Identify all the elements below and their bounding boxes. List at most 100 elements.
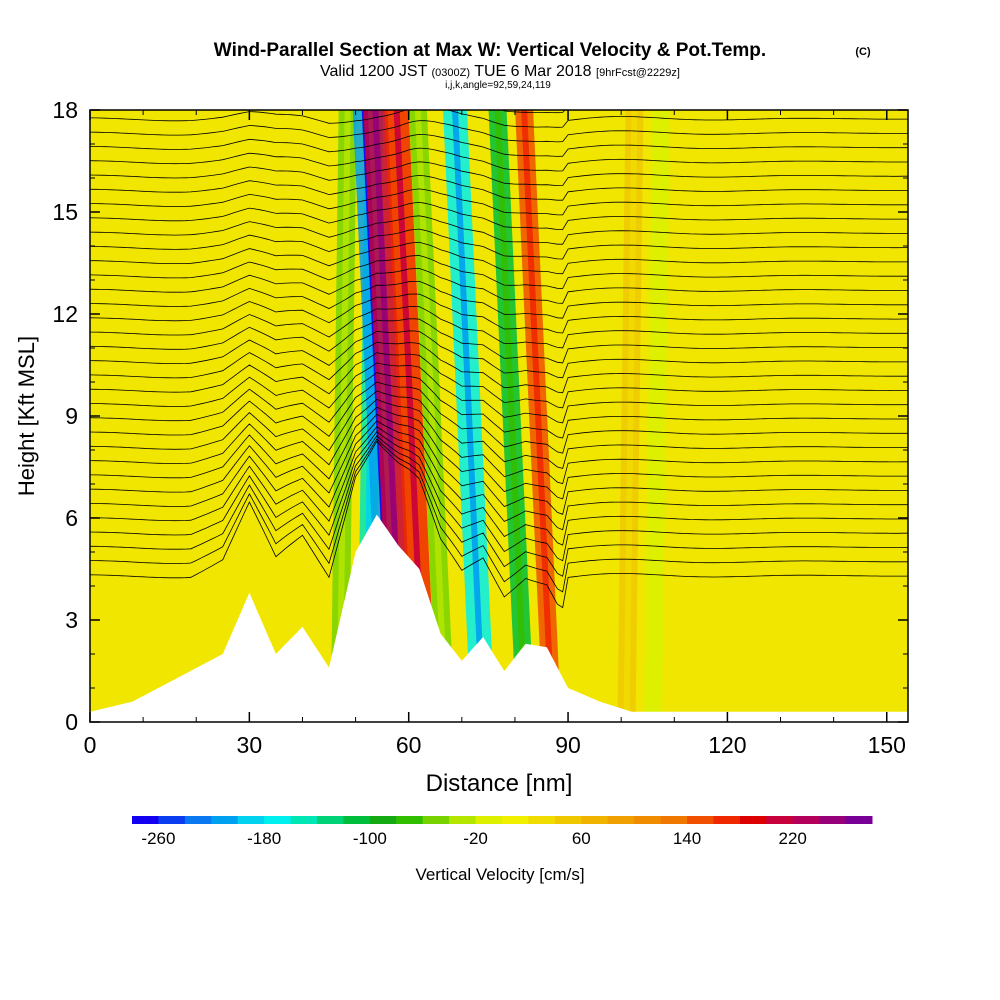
colorbar-swatch: [422, 816, 450, 824]
y-tick-label: 3: [65, 607, 78, 633]
colorbar-swatch: [290, 816, 318, 824]
isentrope-line: [90, 362, 908, 424]
chart-subtitle: Valid 1200 JST (0300Z) TUE 6 Mar 2018 [9…: [320, 63, 680, 80]
subtitle-fcst: [9hrFcst@2229z]: [596, 67, 680, 79]
colorbar-swatch: [581, 816, 609, 824]
x-tick-label: 30: [237, 732, 263, 758]
isentrope-line: [90, 110, 908, 128]
subtitle-utc: (0300Z): [432, 67, 471, 79]
isentrope-line: [90, 241, 908, 275]
velocity-band-core: [623, 110, 638, 722]
plot-area: [90, 110, 908, 722]
isentrope-line: [90, 435, 908, 577]
isentrope-line: [90, 431, 908, 562]
colorbar-swatch: [739, 816, 767, 824]
velocity-band-core: [650, 110, 665, 722]
x-axis-label: Distance [nm]: [426, 770, 573, 797]
y-tick-label: 6: [65, 505, 78, 531]
isentrope-line: [90, 215, 908, 245]
y-tick-label: 9: [65, 403, 78, 429]
colorbar-swatch: [554, 816, 582, 824]
isentrope-line: [90, 306, 908, 349]
colorbar-swatch: [607, 816, 635, 824]
isentrope-line: [90, 406, 908, 500]
isentrope-line: [90, 330, 908, 379]
colorbar-tick-label: -20: [463, 829, 488, 848]
isentrope-line: [90, 318, 908, 364]
chart-subtitle-2: i,j,k,angle=92,59,24,119: [445, 80, 551, 91]
isentrope-line: [90, 440, 908, 609]
isentrope-line: [90, 372, 908, 439]
colorbar-swatch: [687, 816, 714, 824]
y-tick-label: 15: [52, 199, 78, 225]
subtitle-date: TUE 6 Mar 2018: [474, 63, 591, 80]
colorbar-swatch: [475, 816, 503, 824]
isentrope-line: [90, 438, 908, 593]
isentrope-line: [90, 398, 908, 485]
colorbar-tick-label: -100: [353, 829, 387, 848]
colorbar-swatch: [343, 816, 371, 824]
isentrope-line: [90, 161, 908, 187]
velocity-band-core: [521, 110, 556, 722]
isentrope-line: [90, 174, 908, 201]
isentrope-line: [90, 281, 908, 319]
colorbar-swatch: [845, 816, 873, 824]
colorbar-label: Vertical Velocity [cm/s]: [415, 865, 584, 884]
isentrope-line: [90, 293, 908, 334]
colorbar-swatch: [369, 816, 397, 824]
isentrope-line: [90, 352, 908, 409]
colorbar-swatch: [792, 816, 820, 824]
colorbar-swatch: [528, 816, 556, 824]
isentrope-line: [90, 426, 908, 546]
isentrope-line: [90, 390, 908, 469]
colorbar-swatch: [766, 816, 794, 824]
chart-title: Wind-Parallel Section at Max W: Vertical…: [214, 40, 766, 61]
colorbar-tick-label: 60: [572, 829, 591, 848]
colorbar-swatch: [237, 816, 265, 824]
x-tick-label: 120: [708, 732, 746, 758]
velocity-band-core: [452, 110, 487, 722]
colorbar-swatch: [713, 816, 741, 824]
y-axis-ticks: 0 3 6 9 12 15 18: [52, 97, 908, 735]
colorbar-tick-label: 220: [779, 829, 807, 848]
potential-temperature-contours: [90, 110, 908, 609]
isentrope-line: [90, 341, 908, 394]
subtitle-prefix: Valid 1200 JST: [320, 63, 428, 80]
isentrope-line: [90, 201, 908, 230]
isentrope-line: [90, 188, 908, 216]
colorbar-tick-label: -180: [247, 829, 281, 848]
isentrope-line: [90, 381, 908, 454]
colorbar-swatch: [184, 816, 212, 824]
colorbar: -260 -180 -100 -20 60 140 220: [132, 816, 873, 848]
y-tick-label: 12: [52, 301, 78, 327]
isentrope-line: [90, 255, 908, 289]
y-axis-label: Height [Kft MSL]: [14, 336, 39, 496]
colorbar-swatch: [634, 816, 662, 824]
isentrope-line: [90, 268, 908, 304]
colorbar-swatch: [396, 816, 424, 824]
isentrope-line: [90, 420, 908, 531]
colorbar-tick-label: 140: [673, 829, 701, 848]
chart-title-mark: (C): [855, 46, 871, 58]
terrain-mask: [90, 514, 908, 722]
x-axis-ticks: 0 30 60 90 120 150: [84, 110, 906, 758]
isentrope-line: [90, 147, 908, 172]
isentrope-line: [90, 120, 908, 143]
colorbar-swatch: [211, 816, 239, 824]
colorbar-swatch: [264, 816, 292, 824]
y-tick-label: 18: [52, 97, 78, 123]
x-tick-label: 0: [84, 732, 97, 758]
colorbar-swatch: [502, 816, 529, 824]
colorbar-swatch: [132, 816, 159, 824]
colorbar-swatch: [317, 816, 344, 824]
y-tick-label: 0: [65, 709, 78, 735]
x-tick-label: 150: [868, 732, 906, 758]
x-tick-label: 90: [555, 732, 581, 758]
colorbar-swatch: [819, 816, 847, 824]
isentrope-line: [90, 413, 908, 515]
isentrope-line: [90, 228, 908, 260]
isentrope-line: [90, 133, 908, 157]
colorbar-swatch: [158, 816, 186, 824]
x-tick-label: 60: [396, 732, 422, 758]
